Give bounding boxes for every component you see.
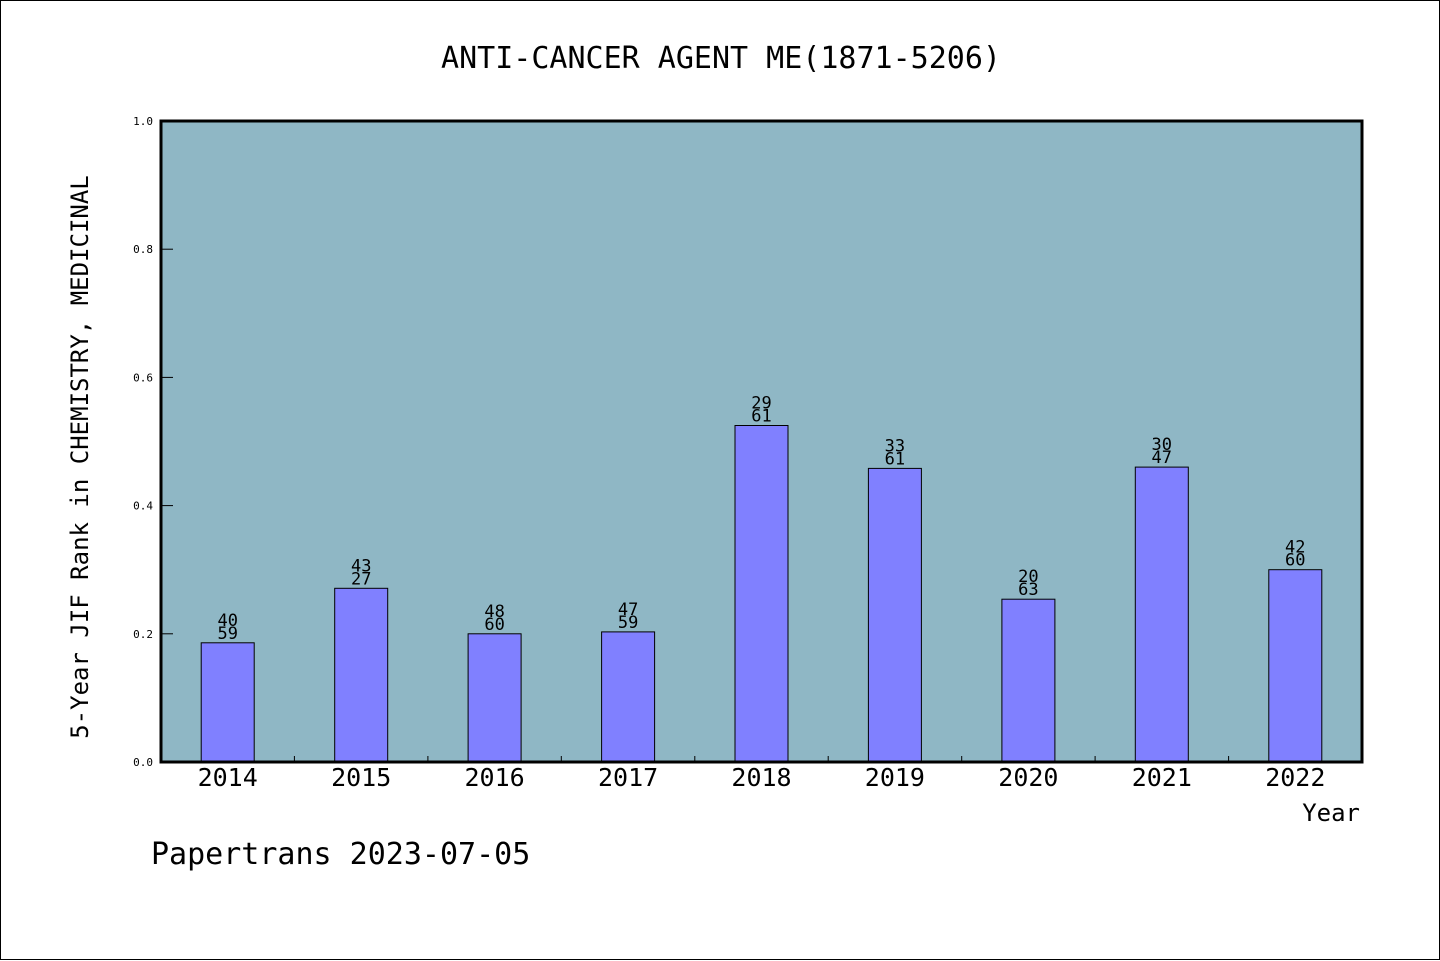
bar-2021 xyxy=(1134,466,1189,763)
y-tick-label-0.6: 0.6 xyxy=(133,371,153,384)
x-tick-label-2019: 2019 xyxy=(865,763,925,792)
plot-border xyxy=(159,119,1364,764)
bar-label-top-2016: 48 xyxy=(484,602,504,622)
bars-group xyxy=(200,425,1323,763)
y-tick-label-0.8: 0.8 xyxy=(133,243,153,256)
x-tick-label-2021: 2021 xyxy=(1132,763,1192,792)
y-axis-label: 5-Year JIF Rank in CHEMISTRY, MEDICINAL xyxy=(66,175,94,739)
x-axis: 2014 2015 2016 2017 2018 2019 2020 2021 2022 xyxy=(198,756,1325,792)
footer-credit: Papertrans 2023-07-05 xyxy=(151,837,530,872)
bar-2015 xyxy=(334,587,389,763)
x-tick-label-2015: 2015 xyxy=(331,763,391,792)
bar-2014 xyxy=(200,642,255,763)
x-tick-label-2014: 2014 xyxy=(198,763,258,792)
x-tick-label-2022: 2022 xyxy=(1265,763,1325,792)
bar-label-bottom-2015: 27 xyxy=(351,569,371,589)
chart-title: ANTI-CANCER AGENT ME(1871-5206) xyxy=(441,41,1001,76)
y-tick-label-0.0: 0.0 xyxy=(133,756,153,769)
x-tick-label-2020: 2020 xyxy=(998,763,1058,792)
bar-label-top-2018: 29 xyxy=(751,394,771,414)
x-tick-label-2018: 2018 xyxy=(731,763,791,792)
bar-2016 xyxy=(467,633,522,763)
bar-2020 xyxy=(1001,598,1056,763)
bar-2018 xyxy=(734,425,789,763)
bar-label-bottom-2021: 47 xyxy=(1152,448,1172,468)
x-axis-label: Year xyxy=(1302,799,1360,827)
bar-label-top-2021: 30 xyxy=(1152,435,1172,455)
y-tick-label-1.0: 1.0 xyxy=(133,115,153,128)
bar-label-top-2019: 33 xyxy=(885,436,905,456)
bar-label-bottom-2017: 59 xyxy=(618,613,638,633)
bar-label-top-2017: 47 xyxy=(618,600,638,620)
bar-2017 xyxy=(601,631,656,763)
x-tick-label-2016: 2016 xyxy=(464,763,524,792)
bar-label-bottom-2019: 61 xyxy=(885,449,905,469)
y-axis: 0.0 0.2 0.4 0.6 0.8 1.0 xyxy=(133,115,173,769)
bar-label-top-2020: 20 xyxy=(1018,567,1038,587)
y-tick-label-0.2: 0.2 xyxy=(133,628,153,641)
bar-label-bottom-2016: 60 xyxy=(484,615,504,635)
bar-label-top-2022: 42 xyxy=(1285,538,1305,558)
bar-2019 xyxy=(867,467,922,763)
bar-label-bottom-2014: 59 xyxy=(217,624,237,644)
bar-label-top-2014: 40 xyxy=(217,611,237,631)
x-tick-label-2017: 2017 xyxy=(598,763,658,792)
bar-label-bottom-2018: 61 xyxy=(751,407,771,427)
bar-label-top-2015: 43 xyxy=(351,556,371,576)
bar-label-bottom-2022: 60 xyxy=(1285,551,1305,571)
y-tick-label-0.4: 0.4 xyxy=(133,500,153,513)
bar-label-bottom-2020: 63 xyxy=(1018,580,1038,600)
bar-2022 xyxy=(1268,569,1323,763)
